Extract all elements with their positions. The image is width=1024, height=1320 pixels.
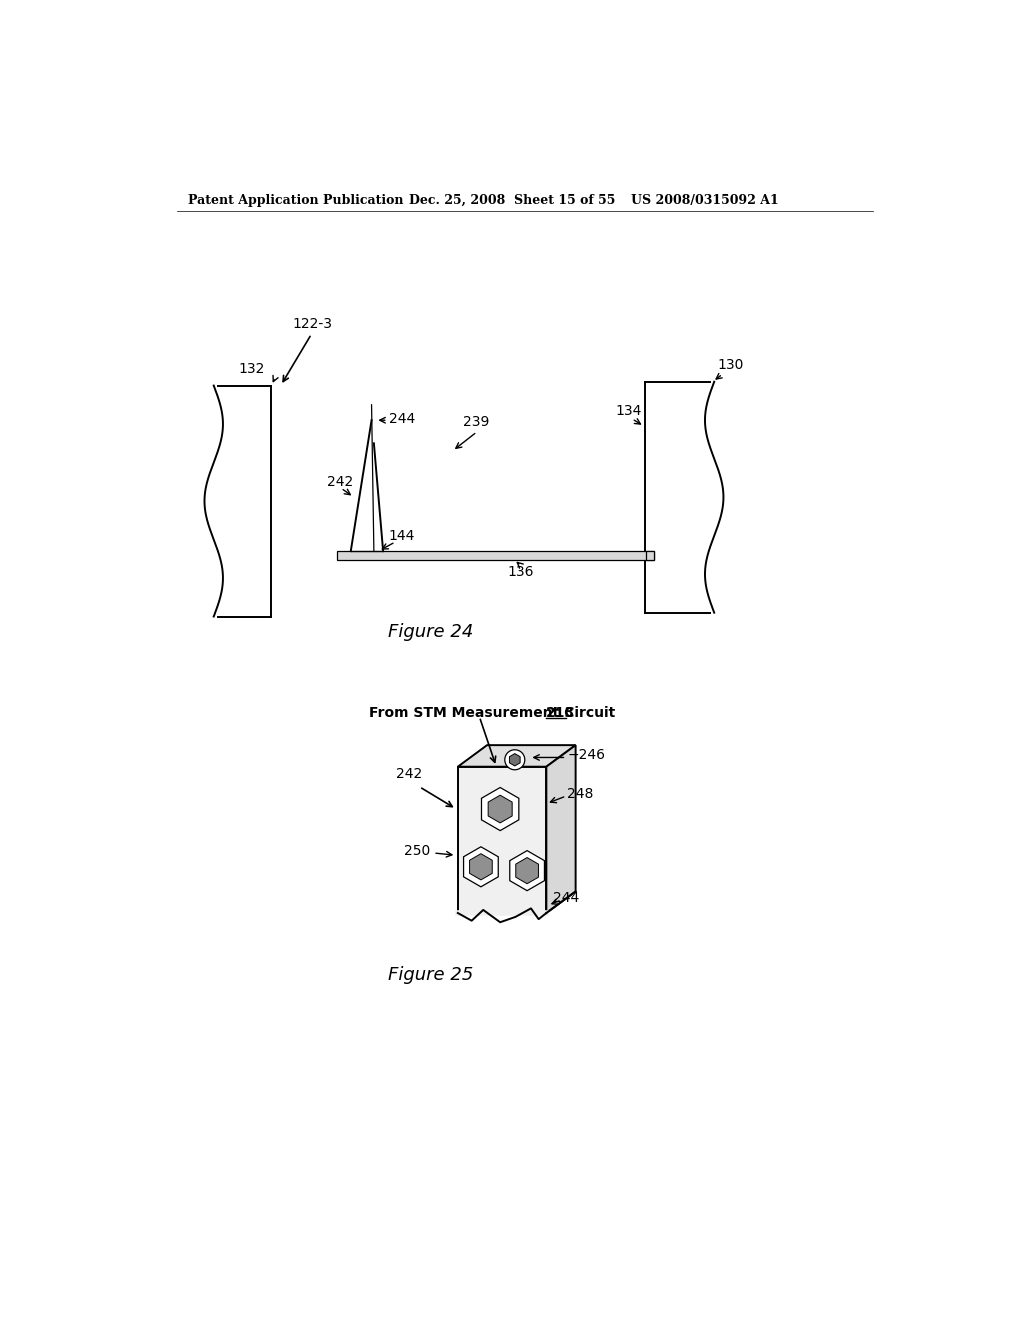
Text: Figure 25: Figure 25: [388, 966, 473, 983]
Text: 134: 134: [615, 404, 642, 418]
Text: Figure 24: Figure 24: [388, 623, 473, 642]
Text: 244: 244: [388, 412, 415, 425]
Text: 242: 242: [396, 767, 423, 781]
Text: 244: 244: [553, 891, 579, 904]
Polygon shape: [510, 754, 520, 766]
Text: From STM Measurement Circuit: From STM Measurement Circuit: [370, 706, 626, 719]
Text: 242: 242: [327, 475, 353, 488]
Text: US 2008/0315092 A1: US 2008/0315092 A1: [631, 194, 779, 207]
Polygon shape: [516, 858, 539, 884]
Polygon shape: [488, 795, 512, 822]
Polygon shape: [481, 788, 519, 830]
Bar: [337, 552, 654, 560]
Text: 132: 132: [239, 362, 265, 376]
Text: 250: 250: [403, 845, 430, 858]
Polygon shape: [547, 744, 575, 913]
Text: 248: 248: [567, 787, 594, 801]
Bar: [646, 552, 654, 560]
Polygon shape: [510, 850, 545, 891]
Text: −246: −246: [567, 748, 605, 762]
Text: 136: 136: [508, 565, 535, 579]
Circle shape: [505, 750, 524, 770]
Text: 130: 130: [717, 359, 743, 372]
Text: 122-3: 122-3: [292, 317, 332, 331]
Text: Dec. 25, 2008  Sheet 15 of 55: Dec. 25, 2008 Sheet 15 of 55: [410, 194, 615, 207]
Bar: [458, 767, 547, 913]
Polygon shape: [458, 744, 575, 767]
Text: 239: 239: [463, 414, 489, 429]
Polygon shape: [470, 854, 493, 880]
Text: 213: 213: [547, 706, 575, 719]
Text: 144: 144: [388, 529, 415, 543]
Text: Patent Application Publication: Patent Application Publication: [188, 194, 403, 207]
Polygon shape: [464, 847, 499, 887]
